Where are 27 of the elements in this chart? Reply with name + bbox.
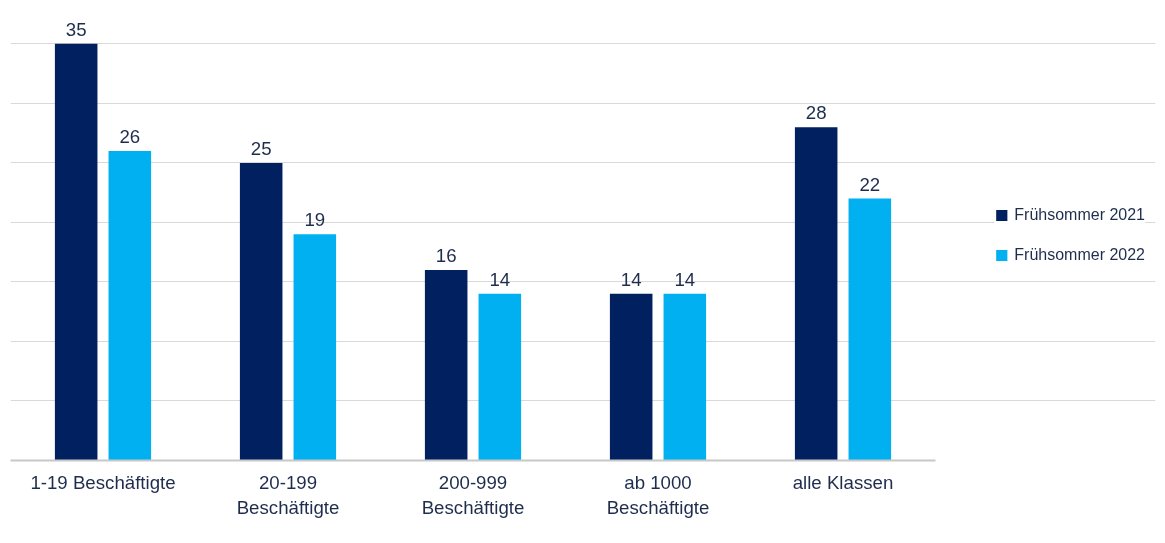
bar	[794, 127, 838, 461]
data-label: 26	[119, 125, 141, 147]
bar	[663, 293, 707, 461]
x-tick-label: 1-19 Beschäftigte	[30, 471, 176, 493]
x-tick-label: 20-199 Beschäftigte	[236, 471, 340, 518]
bar	[108, 150, 152, 461]
data-label: 14	[620, 268, 642, 290]
data-label: 14	[489, 268, 511, 290]
data-label: 35	[65, 18, 87, 40]
data-label: 22	[859, 173, 881, 195]
bar	[609, 293, 653, 461]
x-tick-label: alle Klassen	[792, 471, 894, 493]
legend-label: Frühsommer 2021	[1014, 206, 1145, 224]
bar	[293, 234, 337, 461]
bar	[54, 43, 98, 461]
data-label: 14	[674, 268, 696, 290]
data-label: 16	[435, 245, 457, 267]
data-label: 25	[250, 137, 272, 159]
legend-label: Frühsommer 2022	[1014, 246, 1145, 264]
bar	[478, 293, 522, 461]
x-tick-label: ab 1000 Beschäftigte	[606, 471, 710, 518]
bar	[848, 198, 892, 461]
data-label: 28	[805, 102, 827, 124]
bar	[424, 270, 468, 461]
data-label: 19	[304, 209, 326, 231]
x-tick-label: 200-999 Beschäftigte	[421, 471, 525, 518]
bar	[239, 162, 283, 461]
